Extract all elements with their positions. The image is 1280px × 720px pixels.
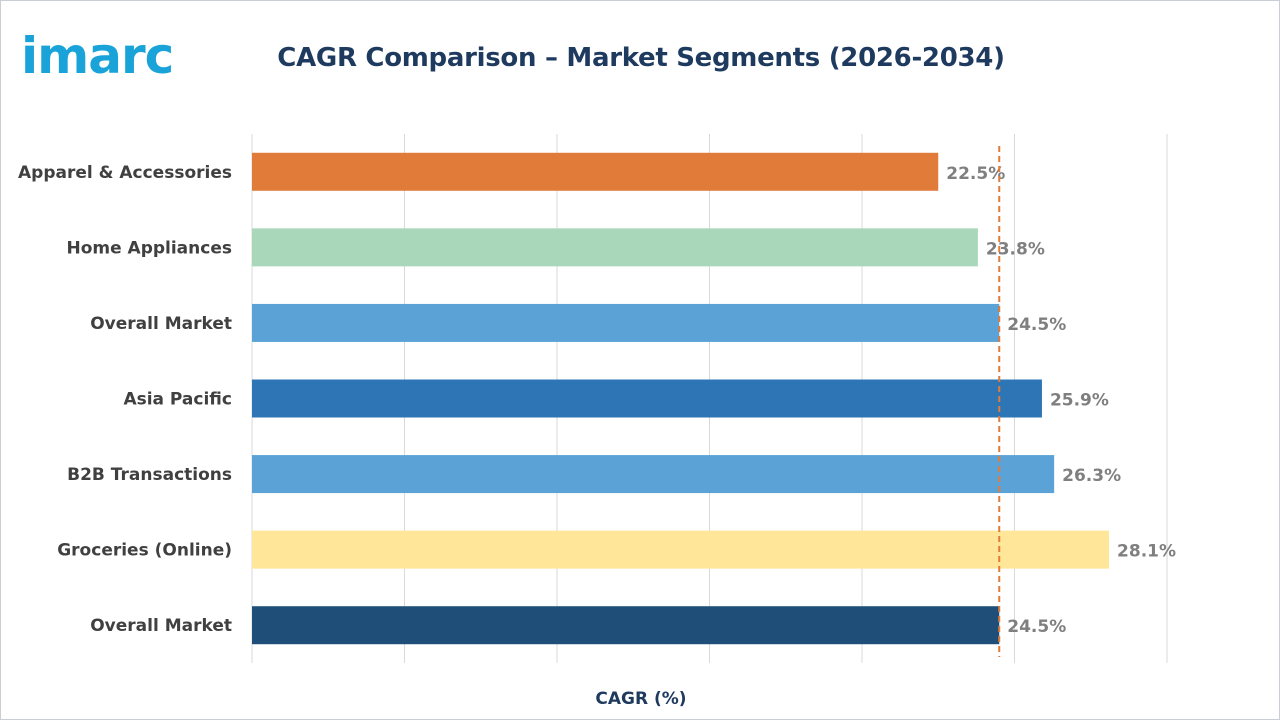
value-label: 24.5% (1007, 315, 1066, 335)
bar (252, 152, 939, 191)
bar (252, 455, 1055, 494)
category-label: Home Appliances (66, 238, 232, 258)
x-axis-label: CAGR (%) (595, 689, 687, 709)
category-label: B2B Transactions (67, 465, 232, 485)
value-label: 26.3% (1062, 466, 1121, 486)
bar (252, 606, 1000, 645)
value-label: 25.9% (1050, 391, 1109, 411)
chart-title: CAGR Comparison – Market Segments (2026-… (277, 43, 1005, 73)
bar (252, 228, 978, 267)
category-label: Groceries (Online) (57, 541, 232, 561)
category-label: Overall Market (90, 616, 232, 636)
bar (252, 303, 1000, 342)
bar (252, 530, 1110, 569)
logo-text: imarc (21, 27, 173, 85)
value-label: 23.8% (986, 239, 1045, 259)
bar (252, 379, 1042, 418)
value-label: 28.1% (1117, 542, 1176, 562)
category-label: Apparel & Accessories (18, 163, 232, 183)
imarc-logo: imarc (21, 27, 174, 85)
value-label: 22.5% (946, 164, 1005, 184)
category-label: Asia Pacific (123, 390, 232, 410)
category-label: Overall Market (90, 314, 232, 334)
value-label: 24.5% (1007, 617, 1066, 637)
